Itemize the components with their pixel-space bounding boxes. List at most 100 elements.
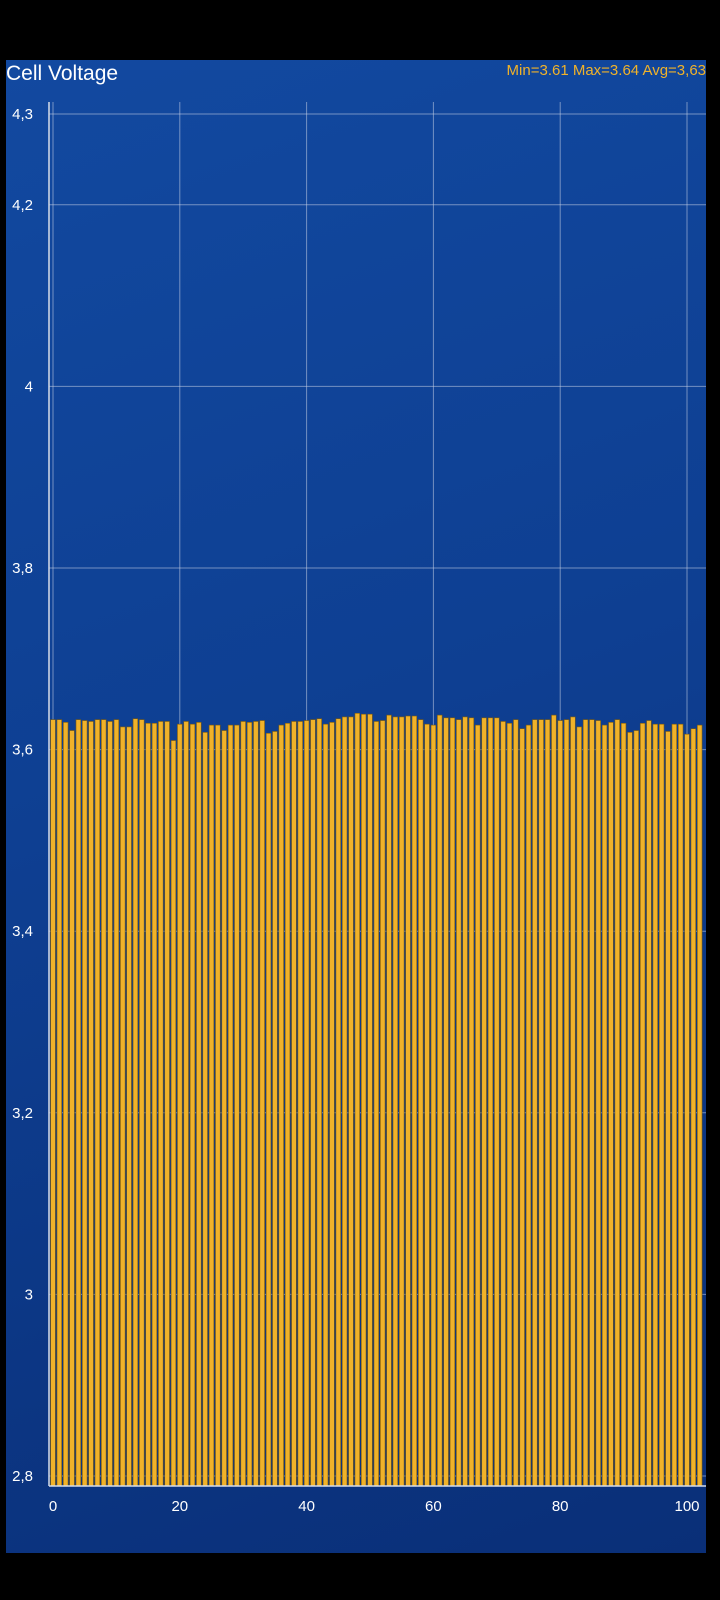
bar [63,722,69,1487]
bar [601,724,608,1487]
bar [151,722,158,1487]
bar [633,730,639,1487]
bar [303,720,310,1487]
bar [94,719,101,1487]
bar [424,723,430,1487]
bar [88,721,94,1487]
bar [113,719,120,1487]
bar [335,718,341,1487]
x-tick-label: 20 [171,1498,188,1515]
bar [671,723,677,1487]
y-tick-label: 3,4 [12,923,33,940]
bar [652,723,658,1487]
bar [538,719,544,1487]
bar [506,722,513,1487]
bar [380,720,386,1487]
stats-label: Min=3.61 Max=3.64 Avg=3,63 [506,62,706,79]
bar [481,717,487,1487]
y-tick-label: 4,3 [12,106,33,123]
bar [284,722,291,1487]
bar [101,719,107,1487]
bar [348,716,354,1487]
bar [405,715,411,1487]
y-tick-label: 3,6 [12,742,33,759]
bar-chart[interactable]: 4,3 4,2 4 3,8 3,6 3,4 3,2 3 2,8 0 20 40 60 80 100 [6,60,706,1553]
bar [684,733,690,1487]
y-tick-label: 3,2 [12,1105,33,1122]
bar [690,728,697,1487]
bar [107,721,113,1487]
chart-screen: 4,3 4,2 4 3,8 3,6 3,4 3,2 3 2,8 0 20 40 60 80 100 Cel… [6,60,706,1553]
bar [582,719,589,1487]
bar [170,740,177,1487]
bar [145,722,151,1487]
y-axis-tick-labels: 4,3 4,2 4 3,8 3,6 3,4 3,2 3 2,8 [12,106,33,1485]
bar [494,717,500,1487]
bar [278,724,284,1487]
x-tick-label: 80 [552,1498,569,1515]
bar [259,720,265,1487]
y-tick-label: 4,2 [12,197,33,214]
bar [132,718,139,1487]
bar [418,719,424,1487]
bar [449,717,456,1487]
bar [139,719,145,1487]
bar [456,719,462,1487]
bar [341,716,348,1487]
bar [272,731,278,1487]
bar [532,719,538,1487]
bar [177,723,183,1487]
bar [658,723,665,1487]
bar [189,723,196,1487]
bar [608,722,614,1487]
bar [246,722,253,1487]
bar [697,724,703,1487]
bar [557,720,563,1487]
bar [126,726,132,1487]
bar [183,721,189,1487]
bar [265,732,272,1487]
bar [215,724,221,1487]
bar [196,722,202,1487]
chart-title: Cell Voltage [6,62,119,85]
axes [48,102,706,1487]
bar [316,718,322,1487]
bar [386,714,392,1487]
bar-series [50,712,703,1487]
bar [627,732,633,1487]
x-tick-label: 60 [425,1498,442,1515]
bar [360,713,367,1487]
bar [563,719,570,1487]
bar [589,719,595,1487]
bar [620,722,627,1487]
bar [475,724,481,1487]
bar [373,721,380,1487]
bar [437,714,443,1487]
bar [322,723,329,1487]
bar [253,721,259,1487]
bar [513,719,519,1487]
bar [240,721,246,1487]
bar [367,713,373,1487]
bar [677,723,684,1487]
x-axis-tick-labels: 0 20 40 60 80 100 [49,1498,700,1515]
bar [69,730,75,1487]
bar [500,721,506,1487]
bar [208,724,215,1487]
bar [443,717,449,1487]
bar [164,721,170,1487]
bar [595,720,601,1487]
bar [468,717,475,1487]
bar [158,721,164,1487]
x-tick-label: 0 [49,1498,57,1515]
bar [120,726,126,1487]
bar [329,722,335,1487]
bar [56,719,63,1487]
bar [399,716,405,1487]
bar [221,730,227,1487]
bar [544,719,551,1487]
bar [646,720,652,1487]
bar [234,724,240,1487]
bar [50,719,56,1487]
bar [639,722,646,1487]
